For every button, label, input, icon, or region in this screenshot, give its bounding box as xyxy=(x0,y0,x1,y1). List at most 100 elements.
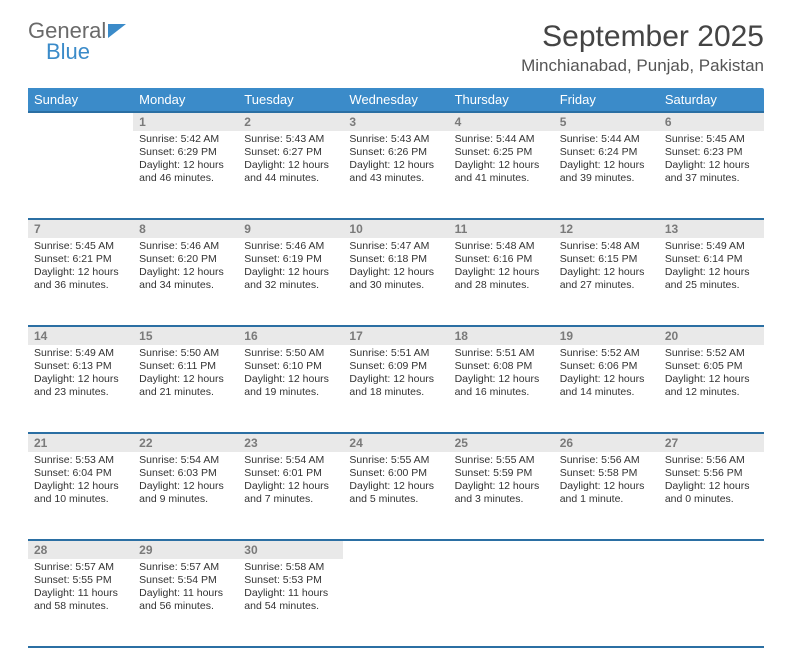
day-number-cell: 3 xyxy=(343,112,448,131)
daylight-text-1: Daylight: 12 hours xyxy=(349,159,442,172)
details-row: Sunrise: 5:42 AMSunset: 6:29 PMDaylight:… xyxy=(28,131,764,219)
day-number-cell: 14 xyxy=(28,326,133,345)
day-details-cell: Sunrise: 5:57 AMSunset: 5:55 PMDaylight:… xyxy=(28,559,133,647)
sunrise-text: Sunrise: 5:51 AM xyxy=(349,347,442,360)
sunset-text: Sunset: 6:05 PM xyxy=(665,360,758,373)
day-details-cell: Sunrise: 5:46 AMSunset: 6:20 PMDaylight:… xyxy=(133,238,238,326)
day-number-cell: 15 xyxy=(133,326,238,345)
month-title: September 2025 xyxy=(521,20,764,54)
sunset-text: Sunset: 6:26 PM xyxy=(349,146,442,159)
sunset-text: Sunset: 6:00 PM xyxy=(349,467,442,480)
sunset-text: Sunset: 6:13 PM xyxy=(34,360,127,373)
day-number-cell: 1 xyxy=(133,112,238,131)
day-number-cell: 16 xyxy=(238,326,343,345)
daylight-text-2: and 10 minutes. xyxy=(34,493,127,506)
daylight-text-2: and 30 minutes. xyxy=(349,279,442,292)
daylight-text-2: and 28 minutes. xyxy=(455,279,548,292)
day-details-cell: Sunrise: 5:53 AMSunset: 6:04 PMDaylight:… xyxy=(28,452,133,540)
calendar-table: Sunday Monday Tuesday Wednesday Thursday… xyxy=(28,88,764,648)
day-details-cell: Sunrise: 5:54 AMSunset: 6:01 PMDaylight:… xyxy=(238,452,343,540)
sunrise-text: Sunrise: 5:50 AM xyxy=(244,347,337,360)
sunrise-text: Sunrise: 5:58 AM xyxy=(244,561,337,574)
sunset-text: Sunset: 5:58 PM xyxy=(560,467,653,480)
day-details-cell: Sunrise: 5:52 AMSunset: 6:05 PMDaylight:… xyxy=(659,345,764,433)
sunset-text: Sunset: 5:59 PM xyxy=(455,467,548,480)
sunset-text: Sunset: 6:18 PM xyxy=(349,253,442,266)
day-details-cell: Sunrise: 5:57 AMSunset: 5:54 PMDaylight:… xyxy=(133,559,238,647)
daylight-text-1: Daylight: 12 hours xyxy=(139,266,232,279)
day-number-cell: 29 xyxy=(133,540,238,559)
daylight-text-2: and 25 minutes. xyxy=(665,279,758,292)
day-details-cell: Sunrise: 5:50 AMSunset: 6:11 PMDaylight:… xyxy=(133,345,238,433)
day-details-cell: Sunrise: 5:46 AMSunset: 6:19 PMDaylight:… xyxy=(238,238,343,326)
logo-triangle-icon xyxy=(108,24,126,38)
day-number-cell: 5 xyxy=(554,112,659,131)
daylight-text-1: Daylight: 12 hours xyxy=(560,266,653,279)
day-details-cell xyxy=(659,559,764,647)
day-number-cell: 20 xyxy=(659,326,764,345)
daylight-text-1: Daylight: 12 hours xyxy=(560,159,653,172)
day-details-cell: Sunrise: 5:44 AMSunset: 6:24 PMDaylight:… xyxy=(554,131,659,219)
sunrise-text: Sunrise: 5:49 AM xyxy=(34,347,127,360)
sunrise-text: Sunrise: 5:45 AM xyxy=(34,240,127,253)
day-number-cell xyxy=(659,540,764,559)
sunset-text: Sunset: 6:23 PM xyxy=(665,146,758,159)
day-number-cell: 27 xyxy=(659,433,764,452)
sunset-text: Sunset: 6:09 PM xyxy=(349,360,442,373)
daylight-text-2: and 46 minutes. xyxy=(139,172,232,185)
sunrise-text: Sunrise: 5:48 AM xyxy=(455,240,548,253)
page-header: General Blue September 2025 Minchianabad… xyxy=(28,20,764,76)
daylight-text-1: Daylight: 12 hours xyxy=(34,373,127,386)
day-number-cell: 9 xyxy=(238,219,343,238)
daylight-text-2: and 1 minute. xyxy=(560,493,653,506)
day-number-cell: 26 xyxy=(554,433,659,452)
day-details-cell: Sunrise: 5:43 AMSunset: 6:27 PMDaylight:… xyxy=(238,131,343,219)
sunset-text: Sunset: 6:11 PM xyxy=(139,360,232,373)
day-number-cell: 24 xyxy=(343,433,448,452)
daylight-text-1: Daylight: 12 hours xyxy=(665,159,758,172)
sunrise-text: Sunrise: 5:46 AM xyxy=(244,240,337,253)
day-number-cell: 11 xyxy=(449,219,554,238)
daylight-text-2: and 19 minutes. xyxy=(244,386,337,399)
day-details-cell: Sunrise: 5:45 AMSunset: 6:21 PMDaylight:… xyxy=(28,238,133,326)
weekday-header: Saturday xyxy=(659,88,764,112)
daylight-text-1: Daylight: 12 hours xyxy=(455,266,548,279)
daylight-text-1: Daylight: 12 hours xyxy=(244,266,337,279)
day-details-cell: Sunrise: 5:49 AMSunset: 6:13 PMDaylight:… xyxy=(28,345,133,433)
sunset-text: Sunset: 6:25 PM xyxy=(455,146,548,159)
daylight-text-2: and 3 minutes. xyxy=(455,493,548,506)
day-number-cell: 22 xyxy=(133,433,238,452)
day-number-cell xyxy=(343,540,448,559)
sunset-text: Sunset: 6:01 PM xyxy=(244,467,337,480)
sunset-text: Sunset: 6:08 PM xyxy=(455,360,548,373)
sunrise-text: Sunrise: 5:50 AM xyxy=(139,347,232,360)
daylight-text-2: and 39 minutes. xyxy=(560,172,653,185)
daylight-text-1: Daylight: 12 hours xyxy=(244,159,337,172)
daylight-text-2: and 0 minutes. xyxy=(665,493,758,506)
daylight-text-1: Daylight: 12 hours xyxy=(349,480,442,493)
brand-logo: General Blue xyxy=(28,20,126,63)
title-block: September 2025 Minchianabad, Punjab, Pak… xyxy=(521,20,764,76)
daylight-text-1: Daylight: 11 hours xyxy=(244,587,337,600)
details-row: Sunrise: 5:53 AMSunset: 6:04 PMDaylight:… xyxy=(28,452,764,540)
sunset-text: Sunset: 6:27 PM xyxy=(244,146,337,159)
sunset-text: Sunset: 6:20 PM xyxy=(139,253,232,266)
daylight-text-2: and 7 minutes. xyxy=(244,493,337,506)
details-row: Sunrise: 5:45 AMSunset: 6:21 PMDaylight:… xyxy=(28,238,764,326)
daylight-text-2: and 16 minutes. xyxy=(455,386,548,399)
daylight-text-1: Daylight: 12 hours xyxy=(34,480,127,493)
day-number-cell: 21 xyxy=(28,433,133,452)
sunrise-text: Sunrise: 5:56 AM xyxy=(560,454,653,467)
daynum-row: 282930 xyxy=(28,540,764,559)
weekday-header: Sunday xyxy=(28,88,133,112)
day-number-cell: 13 xyxy=(659,219,764,238)
sunset-text: Sunset: 6:29 PM xyxy=(139,146,232,159)
sunrise-text: Sunrise: 5:55 AM xyxy=(455,454,548,467)
sunset-text: Sunset: 5:53 PM xyxy=(244,574,337,587)
day-details-cell: Sunrise: 5:50 AMSunset: 6:10 PMDaylight:… xyxy=(238,345,343,433)
daylight-text-2: and 27 minutes. xyxy=(560,279,653,292)
daylight-text-1: Daylight: 12 hours xyxy=(244,373,337,386)
daylight-text-2: and 9 minutes. xyxy=(139,493,232,506)
day-details-cell xyxy=(343,559,448,647)
weekday-header: Tuesday xyxy=(238,88,343,112)
